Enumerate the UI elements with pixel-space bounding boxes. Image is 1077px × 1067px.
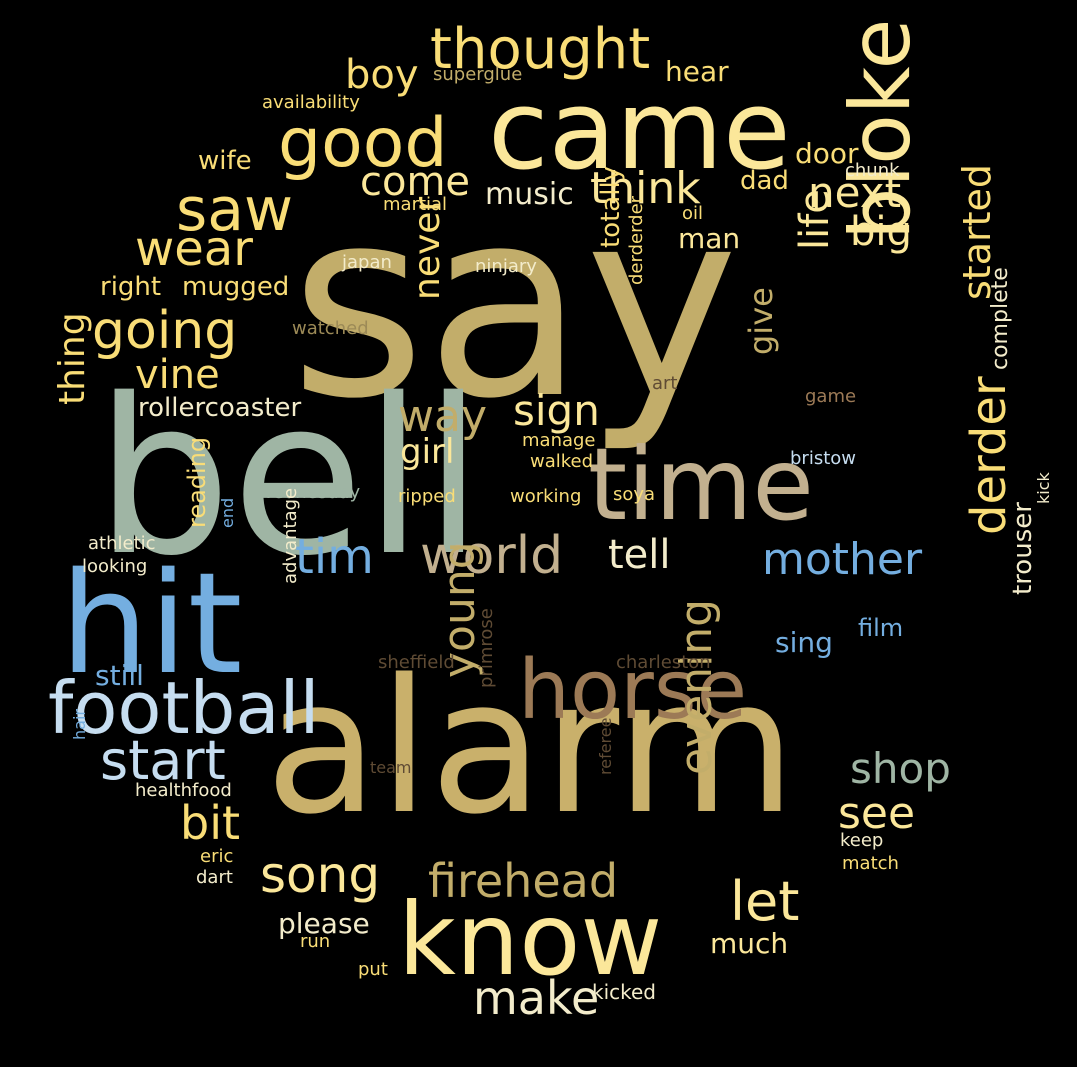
word-bristow: bristow [790,448,856,469]
word-football: football [48,666,320,750]
word-dad: dad [740,166,789,196]
word-come: come [360,159,471,205]
word-wife: wife [198,146,252,176]
word-dart: dart [196,867,233,888]
word-bit: bit [180,796,241,850]
word-tim: tim [295,529,374,585]
word-superglue: superglue [433,64,523,85]
word-wednesday: wednesday [258,482,361,503]
word-rollercoaster: rollercoaster [138,393,302,423]
word-charleston: charleston [616,652,711,673]
word-manage: manage [522,430,596,451]
word-say: say [290,154,739,456]
word-way: way [398,391,487,442]
word-good: good [278,104,448,183]
word-firehead: firehead [428,854,619,908]
word-watched: watched [292,318,369,339]
word-girl: girl [400,432,455,472]
word-big: big [850,209,912,255]
word-team: team [370,758,412,777]
word-door: door [795,137,859,170]
word-thing: thing [52,312,93,405]
word-working: working [510,486,582,507]
word-world: world [420,526,564,586]
word-ninjary: ninjary [475,256,537,277]
word-alarm: alarm [265,639,797,855]
word-kick: kick [1034,472,1053,504]
word-see: see [838,788,916,839]
word-thought: thought [430,17,651,82]
word-horse: horse [518,643,748,738]
word-next: next [808,168,902,217]
word-start: start [100,729,226,792]
word-kicked: kicked [592,980,657,1004]
word-sign: sign [513,386,600,435]
word-give: give [742,287,780,355]
word-complete: complete [988,267,1013,370]
word-tell: tell [608,532,671,578]
word-derderder: derderder [626,195,647,285]
word-martial: martial [383,194,448,215]
word-walked: walked [530,451,594,472]
word-evening: evening [671,598,722,775]
word-athletic: athletic [88,533,156,554]
word-shop: shop [850,744,951,793]
word-know: know [398,881,663,998]
word-keep: keep [840,830,884,851]
word-came: came [488,66,791,194]
word-going: going [92,301,238,361]
word-sheffield: sheffield [378,652,455,673]
word-song: song [260,846,381,904]
word-run: run [300,931,331,952]
word-think: think [590,163,701,214]
word-hit: hit [60,543,243,706]
word-primrose: primrose [476,608,497,688]
word-sing: sing [775,626,833,659]
word-availability: availability [262,92,360,113]
word-saw: saw [176,175,294,245]
word-make: make [473,971,600,1025]
word-wear: wear [135,221,253,277]
word-mugged: mugged [182,272,290,302]
word-looking: looking [82,556,148,577]
word-mother: mother [762,534,923,585]
word-art: art [652,373,678,394]
word-referee: referee [596,717,615,775]
word-much: much [710,927,789,960]
word-boy: boy [345,52,419,98]
word-end: end [218,497,237,528]
word-put: put [358,959,388,980]
word-right: right [100,272,162,302]
word-derder: derder [961,376,1017,535]
word-reading: reading [183,436,211,528]
word-eric: eric [200,846,234,867]
word-japan: japan [342,252,392,273]
word-soya: soya [613,484,656,505]
word-game: game [805,386,857,407]
word-man: man [678,222,741,255]
word-bell: bell [95,352,484,603]
word-match: match [842,853,899,874]
word-chunk: chunk [845,160,900,181]
word-let: let [730,870,800,933]
word-totally: totally [596,165,626,248]
word-still: still [95,659,144,692]
word-healthfood: healthfood [135,780,232,801]
word-please: please [278,907,370,940]
word-hear: hear [665,55,729,88]
word-advantage: advantage [280,487,301,584]
word-hair: hair [70,709,89,740]
word-trouser: trouser [1008,502,1038,595]
word-ripped: ripped [398,486,456,507]
word-life: life [792,189,838,250]
word-music: music [485,177,574,212]
word-film: film [858,614,904,642]
word-vine: vine [135,352,220,398]
word-time: time [588,426,814,543]
word-oil: oil [682,203,704,224]
